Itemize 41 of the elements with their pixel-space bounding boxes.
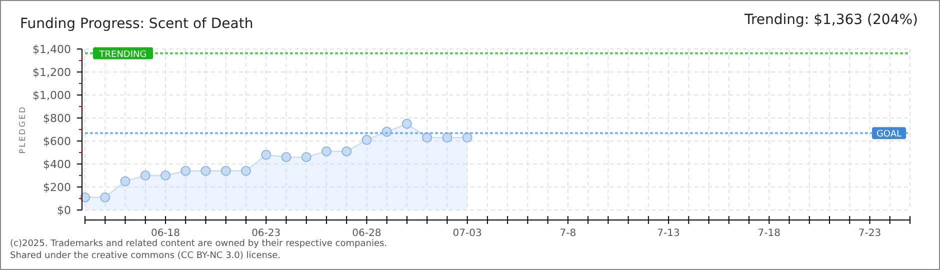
chart-title: Funding Progress: Scent of Death xyxy=(20,16,254,32)
point xyxy=(140,170,150,180)
point xyxy=(160,170,170,180)
point xyxy=(462,132,472,143)
point xyxy=(261,150,272,160)
point xyxy=(342,146,352,156)
y-tick-label: $1,200 xyxy=(32,66,71,79)
point xyxy=(301,152,312,162)
y-tick-label: $600 xyxy=(43,135,71,148)
point xyxy=(120,176,130,186)
point xyxy=(281,152,292,162)
y-tick-label: $200 xyxy=(43,181,71,194)
y-axis-title: PLEDGED xyxy=(18,105,27,154)
x-tick-label: 07-03 xyxy=(452,228,482,239)
point xyxy=(422,132,432,143)
y-tick-label: $1,000 xyxy=(32,89,71,102)
x-tick-label: 7-8 xyxy=(560,228,576,239)
point xyxy=(200,166,211,176)
point xyxy=(321,146,332,156)
text: Shared under the creative commons (CC BY-NC 3.0) license. xyxy=(10,251,281,261)
y-tick-label: $0 xyxy=(57,204,71,217)
point xyxy=(240,166,251,176)
point xyxy=(100,192,110,202)
y-tick-label: $800 xyxy=(43,112,71,125)
ref-line-label: TRENDING xyxy=(98,50,147,60)
y-tick-label: $1,400 xyxy=(32,43,71,56)
point xyxy=(402,118,412,129)
x-tick-label: 7-23 xyxy=(858,228,882,239)
x-tick-label: 7-18 xyxy=(758,228,780,239)
point xyxy=(180,166,191,176)
text: (c)2025. Trademarks and related content are owned by their respective companies. xyxy=(10,239,388,249)
y-tick-label: $400 xyxy=(43,158,71,171)
point xyxy=(220,166,231,176)
x-tick-label: 06-23 xyxy=(252,228,281,239)
x-tick-label: 06-18 xyxy=(150,228,180,239)
point xyxy=(362,134,372,145)
ref-line-label: GOAL xyxy=(876,130,902,140)
x-tick-label: 7-13 xyxy=(657,228,680,239)
chart-subtitle: Trending: $1,363 (204%) xyxy=(743,12,918,28)
point xyxy=(442,132,452,143)
x-tick-label: 06-28 xyxy=(352,228,382,239)
